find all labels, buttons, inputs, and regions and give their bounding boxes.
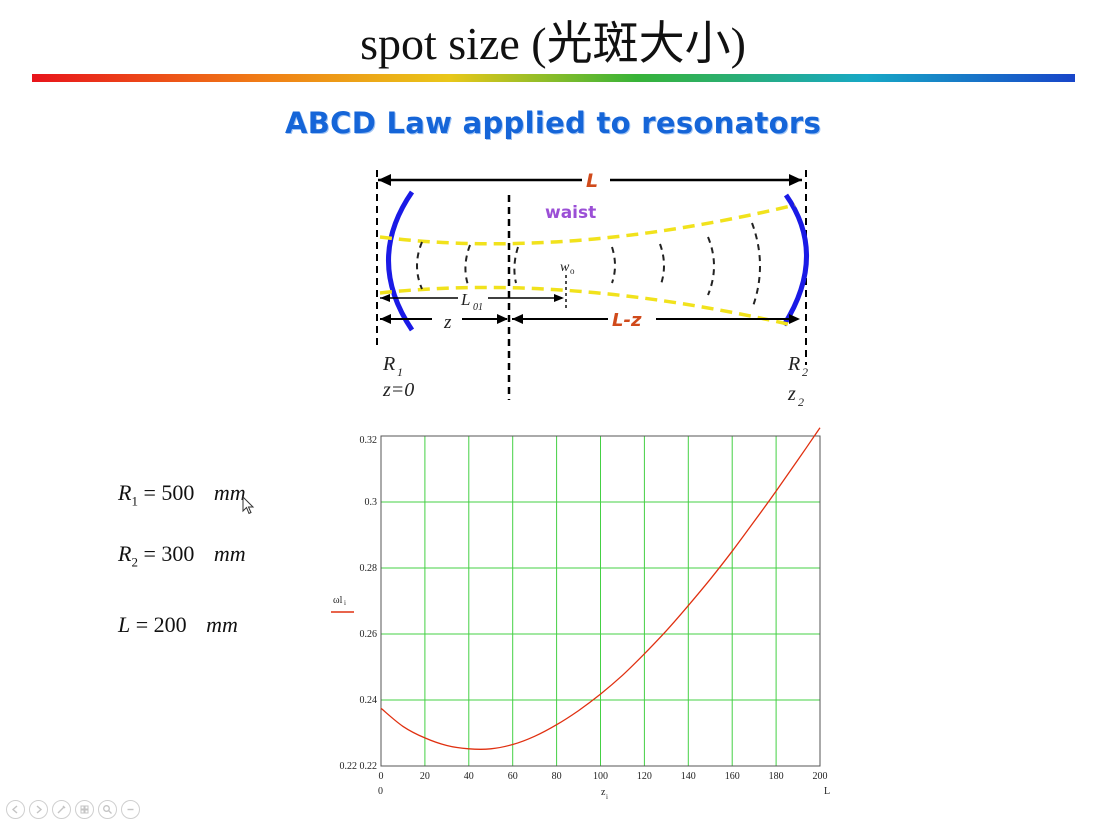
equation-sub: 1 [131, 493, 138, 509]
y-range-low-label: 0.22 [340, 761, 358, 772]
resonator-diagram: L waist w o L 01 z [376, 170, 809, 409]
y-tick-label: 0.3 [365, 497, 378, 508]
equation-value: = 300 [143, 541, 195, 566]
zoom-button[interactable] [98, 800, 117, 819]
y-tick-label: 0.28 [360, 563, 378, 574]
label-L01: L [460, 290, 470, 309]
label-z2-subscript: 2 [798, 395, 804, 409]
pen-icon [57, 805, 66, 814]
x-tick-label: 140 [681, 771, 696, 782]
more-options-button[interactable] [121, 800, 140, 819]
y-axis-label-subscript: i [344, 599, 346, 607]
equation-unit: mm [213, 480, 246, 505]
minus-icon [127, 808, 134, 811]
spot-size-plot: 0 20 40 60 80 100 120 140 160 180 200 0.22 0.24 0.26… [331, 427, 830, 801]
L-minus-z-dimension-arrow [512, 314, 800, 324]
title-gradient-bar [32, 74, 1075, 82]
x-tick-label: 100 [593, 771, 608, 782]
beam-lower-envelope [379, 285, 793, 327]
x-tick-label: 40 [464, 771, 474, 782]
x-axis-label-subscript: i [606, 793, 608, 801]
label-R1-subscript: 1 [397, 365, 403, 379]
equation-L: L = 200 mm [118, 612, 238, 641]
x-axis-label: z [601, 787, 606, 798]
wavefronts [416, 222, 761, 310]
x-tick-label: 0 [379, 771, 384, 782]
equation-value: = 200 [135, 612, 187, 637]
equation-R1: R1 = 500 mm [118, 480, 246, 509]
mirror-R1 [386, 190, 415, 332]
beam-upper-envelope [379, 203, 796, 246]
label-z2: z [787, 383, 796, 405]
label-z: z [443, 312, 452, 333]
y-tick-label: 0.26 [360, 629, 378, 640]
equation-value: = 500 [143, 480, 195, 505]
arrow-left-icon [11, 805, 18, 814]
equation-var: R [118, 541, 132, 566]
slideshow-nav-bar [6, 800, 140, 819]
equation-R2: R2 = 300 mm [118, 541, 246, 570]
equation-unit: mm [213, 541, 246, 566]
z-dimension-arrow [380, 314, 508, 324]
slides-grid-icon [80, 805, 89, 814]
label-waist: waist [545, 203, 596, 223]
y-tick-label: 0.22 [360, 761, 378, 772]
x-tick-label: 180 [769, 771, 784, 782]
label-L01-subscript: 01 [473, 302, 483, 313]
equation-var: R [118, 480, 132, 505]
x-tick-label: 200 [813, 771, 828, 782]
series-line [380, 427, 821, 750]
label-R1: R [382, 353, 395, 375]
x-tick-labels: 0 20 40 60 80 100 120 140 160 180 200 [379, 771, 828, 782]
x-tick-label: 160 [725, 771, 740, 782]
label-z-equals-0: z=0 [382, 379, 414, 401]
x-range-high-label: L [824, 786, 830, 797]
x-tick-label: 120 [637, 771, 652, 782]
mouse-cursor-icon [242, 496, 255, 515]
plot-grid [381, 436, 820, 766]
plot-frame [380, 435, 821, 767]
L01-dimension-arrow [380, 294, 564, 302]
y-tick-labels: 0.22 0.24 0.26 0.28 0.3 0.32 [360, 435, 378, 772]
equation-sub: 2 [131, 554, 138, 570]
y-tick-label: 0.24 [360, 695, 378, 706]
slide-subtitle: ABCD Law applied to resonators [284, 106, 822, 140]
y-tick-label: 0.32 [360, 435, 378, 446]
previous-slide-button[interactable] [6, 800, 25, 819]
x-tick-label: 60 [508, 771, 518, 782]
next-slide-button[interactable] [29, 800, 48, 819]
see-all-slides-button[interactable] [75, 800, 94, 819]
slide-title: spot size (光斑大小) [360, 18, 746, 69]
equation-unit: mm [206, 612, 238, 637]
label-R2: R [787, 353, 800, 375]
label-w0-subscript: o [570, 266, 575, 276]
pen-tool-button[interactable] [52, 800, 71, 819]
y-axis-label: ωl [333, 595, 343, 606]
label-R2-subscript: 2 [802, 365, 808, 379]
label-w0: w [560, 260, 570, 275]
magnifier-icon [103, 805, 112, 814]
x-tick-label: 80 [552, 771, 562, 782]
x-tick-label: 20 [420, 771, 430, 782]
length-dimension-arrow [378, 174, 802, 186]
equation-var: L [118, 612, 131, 637]
label-L-minus-z: L-z [612, 310, 642, 331]
arrow-right-icon [36, 805, 43, 814]
mirror-R2 [781, 193, 809, 327]
label-L: L [586, 170, 598, 192]
x-range-low-label: 0 [378, 786, 383, 797]
